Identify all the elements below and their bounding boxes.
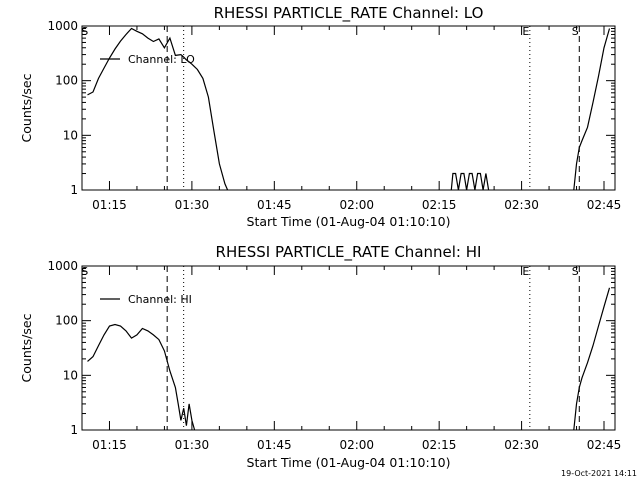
plot-frame bbox=[81, 25, 616, 191]
x-tick-label: 02:15 bbox=[422, 438, 457, 452]
x-axis-label: Start Time (01-Aug-04 01:10:10) bbox=[247, 214, 451, 229]
plot-frame bbox=[81, 265, 616, 431]
series-line bbox=[87, 27, 229, 191]
series-line bbox=[450, 172, 490, 191]
plot-hi-channel: RHESSI PARTICLE_RATE Channel: HI 1 10 100 10… bbox=[19, 243, 621, 470]
x-tick-label: 01:30 bbox=[175, 438, 210, 452]
x-tick-label: 01:30 bbox=[175, 198, 210, 212]
x-tick-label: 01:45 bbox=[257, 198, 292, 212]
y-tick-label: 100 bbox=[55, 74, 78, 88]
y-tick-label: 1000 bbox=[47, 259, 78, 273]
y-tick-label: 1 bbox=[70, 423, 78, 437]
x-axis-label: Start Time (01-Aug-04 01:10:10) bbox=[247, 455, 451, 470]
x-tick-label: 02:15 bbox=[422, 198, 457, 212]
x-tick-label: 02:30 bbox=[504, 198, 539, 212]
series-line bbox=[87, 323, 196, 431]
x-tick-label: 02:30 bbox=[504, 438, 539, 452]
timestamp-label: 19-Oct-2021 14:11 bbox=[561, 469, 637, 478]
x-tick-label: 01:45 bbox=[257, 438, 292, 452]
x-tick-label: 02:00 bbox=[339, 198, 374, 212]
y-tick-label: 10 bbox=[63, 128, 78, 142]
y-axis-label: Counts/sec bbox=[19, 313, 34, 382]
series-line bbox=[573, 28, 611, 191]
y-tick-label: 1000 bbox=[47, 19, 78, 33]
x-tick-label: 02:00 bbox=[339, 438, 374, 452]
legend-label: Channel: HI bbox=[128, 293, 192, 306]
chart-title: RHESSI PARTICLE_RATE Channel: HI bbox=[216, 243, 482, 262]
legend-label: Channel: LO bbox=[128, 53, 195, 66]
y-tick-label: 100 bbox=[55, 314, 78, 328]
event-marker-label: S bbox=[572, 25, 579, 38]
x-tick-label: 01:15 bbox=[92, 438, 127, 452]
event-marker-label: E bbox=[522, 25, 529, 38]
y-tick-label: 10 bbox=[63, 368, 78, 382]
y-axis-label: Counts/sec bbox=[19, 73, 34, 142]
event-marker-label: S bbox=[81, 25, 88, 38]
event-marker-label: S bbox=[81, 265, 88, 278]
x-tick-label: 01:15 bbox=[92, 198, 127, 212]
plot-lo-channel: RHESSI PARTICLE_RATE Channel: LO 1 10 100 10… bbox=[19, 4, 621, 229]
series-line bbox=[573, 287, 611, 431]
chart-title: RHESSI PARTICLE_RATE Channel: LO bbox=[214, 4, 484, 23]
x-tick-label: 02:45 bbox=[587, 198, 622, 212]
event-marker-label: E bbox=[522, 265, 529, 278]
event-marker-label: S bbox=[572, 265, 579, 278]
x-tick-label: 02:45 bbox=[587, 438, 622, 452]
y-tick-label: 1 bbox=[70, 183, 78, 197]
